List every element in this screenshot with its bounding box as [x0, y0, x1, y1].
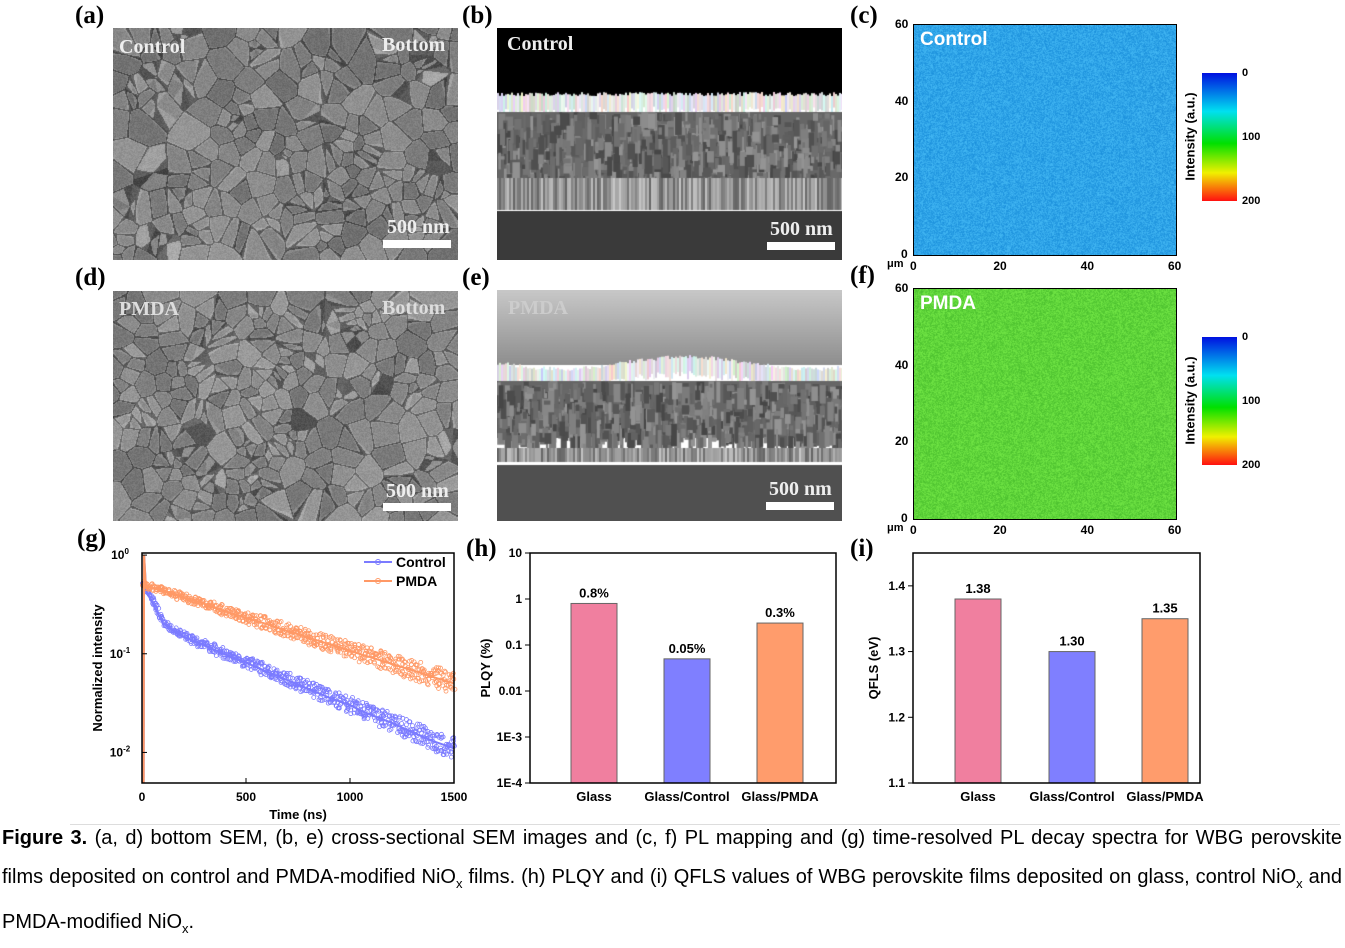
x-tick-label: 0: [139, 790, 146, 804]
data-point: [344, 694, 348, 698]
x-category-label: Glass/PMDA: [741, 789, 819, 804]
legend-label: PMDA: [396, 573, 437, 589]
y-tick-label: 1.2: [888, 710, 905, 724]
bar-glass-control: [1049, 652, 1095, 783]
data-point: [426, 683, 430, 687]
data-point: [312, 695, 316, 699]
bar-value-label: 1.38: [965, 581, 990, 596]
y-tick-label: 1.3: [888, 645, 905, 659]
y-axis-label: QFLS (eV): [866, 637, 881, 700]
x-category-label: Glass/Control: [1029, 789, 1114, 804]
y-tick-label: 0.01: [499, 684, 523, 698]
bar-value-label: 1.35: [1152, 601, 1177, 616]
bar-glass: [571, 603, 617, 783]
y-axis-label: PLQY (%): [478, 639, 493, 698]
y-tick-label: 1.4: [888, 579, 905, 593]
figure-caption: Figure 3. (a, d) bottom SEM, (b, e) cros…: [2, 819, 1342, 948]
data-point: [357, 660, 361, 664]
bar-glass-pmda: [757, 623, 803, 783]
data-point: [419, 660, 423, 664]
x-category-label: Glass: [960, 789, 995, 804]
data-point: [357, 643, 361, 647]
caption-figure-number: Figure 3.: [2, 827, 87, 849]
y-tick-label: 10-1: [110, 646, 131, 661]
bar-glass: [955, 599, 1001, 783]
y-tick-label: 1E-3: [497, 730, 523, 744]
y-tick-label: 1: [515, 592, 522, 606]
data-point: [443, 669, 447, 673]
legend-label: Control: [396, 554, 446, 570]
data-point: [449, 755, 453, 759]
bar-glass-pmda: [1142, 619, 1188, 783]
x-category-label: Glass/PMDA: [1126, 789, 1204, 804]
bar-glass-control: [664, 659, 710, 783]
caption-text: .: [189, 911, 195, 933]
y-tick-label: 10-2: [110, 744, 131, 759]
data-point: [214, 654, 218, 658]
bar-value-label: 0.3%: [765, 605, 795, 620]
data-point: [411, 724, 415, 728]
caption-text: films. (h) PLQY and (i) QFLS values of W…: [462, 866, 1296, 888]
y-tick-label: 1.1: [888, 776, 905, 790]
x-tick-label: 1000: [337, 790, 364, 804]
y-tick-label: 0.1: [505, 638, 522, 652]
y-tick-label: 1E-4: [497, 776, 523, 790]
bar-value-label: 1.30: [1059, 634, 1084, 649]
x-tick-label: 500: [236, 790, 256, 804]
bar-value-label: 0.8%: [579, 585, 609, 600]
x-category-label: Glass/Control: [644, 789, 729, 804]
data-point: [288, 671, 292, 675]
x-tick-label: 1500: [441, 790, 468, 804]
x-category-label: Glass: [576, 789, 611, 804]
data-point: [360, 645, 364, 649]
data-point: [255, 625, 259, 629]
data-point: [299, 625, 303, 629]
y-axis-label: Normalized intensity: [90, 604, 105, 732]
y-tick-label: 100: [111, 547, 129, 562]
y-tick-label: 10: [509, 546, 523, 560]
bar-value-label: 0.05%: [669, 641, 706, 656]
